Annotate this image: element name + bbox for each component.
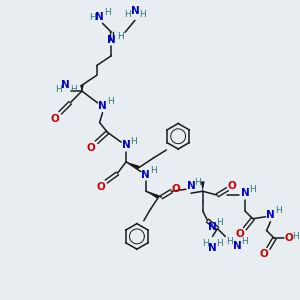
Text: N: N xyxy=(130,6,139,16)
Text: H: H xyxy=(55,85,62,94)
Polygon shape xyxy=(201,182,205,191)
Text: N: N xyxy=(107,35,116,45)
Text: H: H xyxy=(70,85,76,94)
Text: N: N xyxy=(61,80,70,90)
Text: H: H xyxy=(275,206,282,215)
Text: O: O xyxy=(285,233,293,243)
Text: N: N xyxy=(141,169,150,179)
Polygon shape xyxy=(80,85,84,91)
Text: O: O xyxy=(96,182,105,192)
Polygon shape xyxy=(146,191,159,199)
Text: H: H xyxy=(292,232,299,241)
Text: O: O xyxy=(50,114,59,124)
Text: H: H xyxy=(104,8,111,17)
Text: H: H xyxy=(216,218,223,227)
Text: N: N xyxy=(98,101,107,111)
Text: H: H xyxy=(202,239,209,248)
Text: H: H xyxy=(249,185,256,194)
Text: H: H xyxy=(150,166,157,175)
Polygon shape xyxy=(126,162,140,170)
Text: N: N xyxy=(241,188,249,198)
Text: O: O xyxy=(236,230,244,239)
Text: H: H xyxy=(130,137,137,146)
Text: N: N xyxy=(95,12,104,22)
Text: O: O xyxy=(86,143,95,153)
Text: H: H xyxy=(107,98,114,106)
Text: N: N xyxy=(122,140,130,150)
Text: H: H xyxy=(194,178,201,187)
Text: H: H xyxy=(89,13,96,22)
Text: O: O xyxy=(228,181,236,191)
Text: O: O xyxy=(172,184,181,194)
Text: H: H xyxy=(216,239,223,248)
Text: H: H xyxy=(140,10,146,19)
Text: N: N xyxy=(208,222,217,232)
Text: H: H xyxy=(242,237,248,246)
Text: N: N xyxy=(208,243,217,253)
Text: N: N xyxy=(233,241,242,251)
Text: H: H xyxy=(117,32,124,40)
Text: H: H xyxy=(124,10,130,19)
Text: O: O xyxy=(259,249,268,259)
Text: H: H xyxy=(226,237,232,246)
Text: N: N xyxy=(187,181,195,191)
Text: N: N xyxy=(266,210,275,220)
